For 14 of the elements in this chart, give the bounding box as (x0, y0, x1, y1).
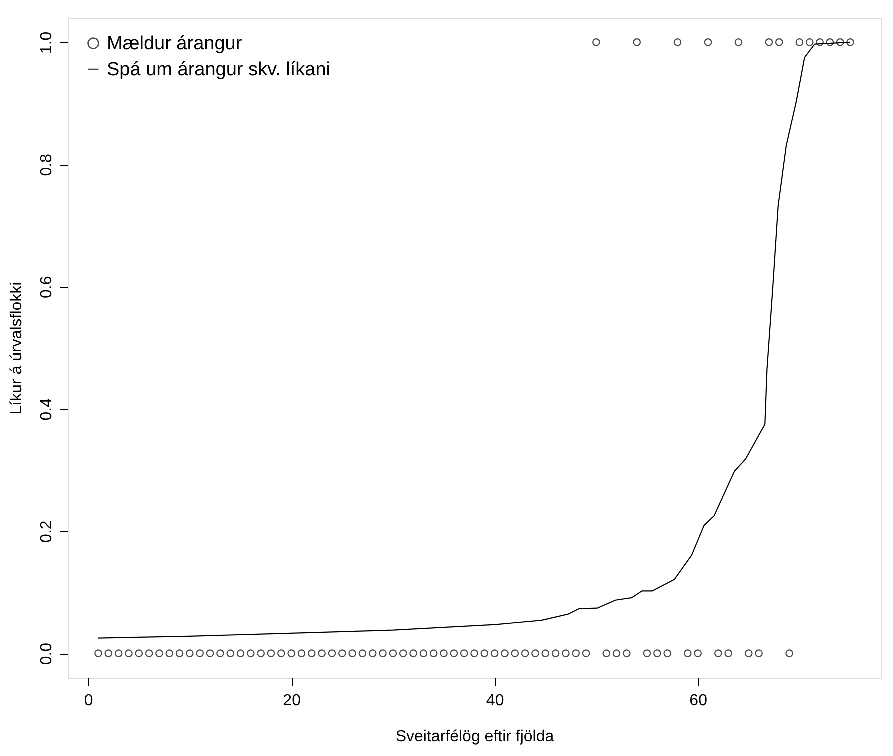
y-tick-label: 0.8 (38, 154, 56, 176)
x-tick-label: 0 (84, 692, 94, 710)
x-tick-label: 60 (690, 692, 708, 710)
x-tick-label: 20 (283, 692, 302, 710)
y-tick-label: 0.6 (38, 276, 56, 299)
x-axis-title: Sveitarfélög eftir fjölda (396, 728, 554, 746)
y-tick-label: 1.0 (38, 32, 56, 54)
y-tick-label: 0.4 (38, 398, 56, 421)
y-axis-title: Líkur á úrvalsflokki (8, 282, 26, 415)
y-tick-label: 0.2 (38, 520, 56, 543)
legend-label: Spá um árangur skv. líkani (107, 60, 331, 80)
y-tick-label: 0.0 (38, 642, 56, 666)
legend-label: Mældur árangur (107, 34, 243, 54)
x-tick-label: 40 (486, 692, 504, 710)
